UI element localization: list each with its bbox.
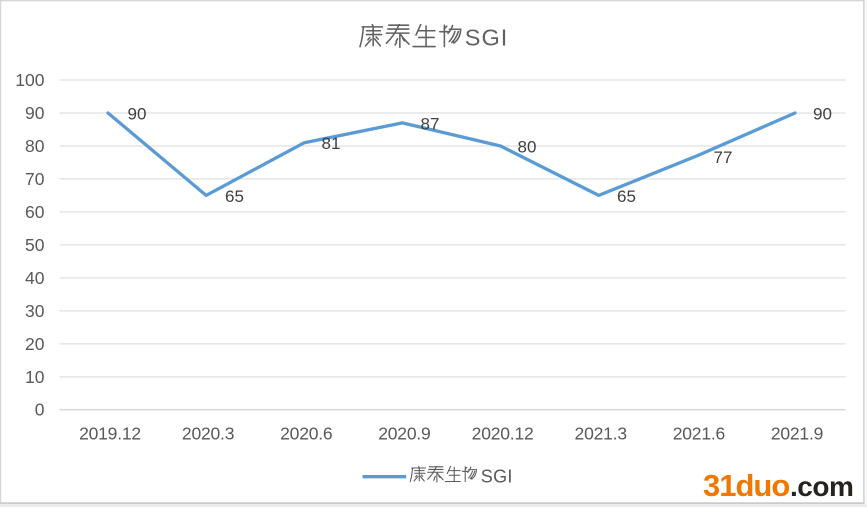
svg-text:2019.12: 2019.12: [79, 424, 141, 444]
svg-text:SGI: SGI: [481, 467, 513, 487]
svg-text:2020.6: 2020.6: [280, 424, 332, 444]
svg-text:2021.9: 2021.9: [771, 424, 823, 444]
svg-text:90: 90: [128, 105, 147, 124]
svg-text:77: 77: [714, 148, 733, 167]
svg-text:70: 70: [25, 169, 45, 189]
svg-text:2021.3: 2021.3: [575, 424, 627, 444]
svg-text:50: 50: [25, 235, 45, 255]
svg-text:SGI: SGI: [465, 25, 508, 51]
svg-text:0: 0: [35, 400, 45, 420]
svg-text:90: 90: [25, 103, 45, 123]
svg-text:.com: .com: [790, 471, 853, 502]
svg-text:31duo: 31duo: [703, 468, 789, 503]
svg-text:30: 30: [25, 301, 45, 321]
svg-text:2020.9: 2020.9: [378, 424, 430, 444]
svg-text:60: 60: [25, 202, 45, 222]
svg-text:90: 90: [813, 105, 832, 124]
svg-text:81: 81: [322, 134, 341, 153]
svg-text:65: 65: [225, 187, 244, 206]
svg-text:80: 80: [25, 136, 45, 156]
svg-text:80: 80: [518, 138, 537, 157]
svg-text:40: 40: [25, 268, 45, 288]
svg-text:100: 100: [15, 70, 44, 90]
svg-text:65: 65: [617, 187, 636, 206]
svg-text:10: 10: [25, 367, 45, 387]
svg-text:2021.6: 2021.6: [673, 424, 725, 444]
svg-text:20: 20: [25, 334, 45, 354]
svg-text:2020.3: 2020.3: [182, 424, 234, 444]
svg-text:87: 87: [421, 114, 440, 133]
svg-text:2020.12: 2020.12: [472, 424, 534, 444]
